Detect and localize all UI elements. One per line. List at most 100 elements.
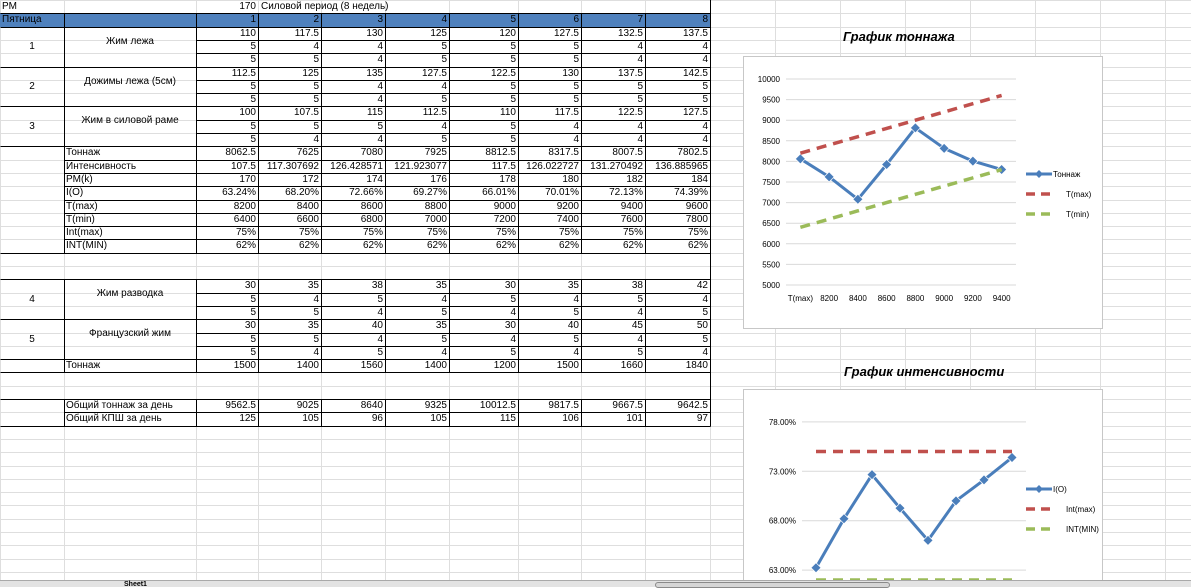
- value-cell: 4: [377, 93, 383, 105]
- value-cell: 5: [510, 80, 516, 92]
- value-cell: 5: [510, 120, 516, 132]
- data-point-marker: [922, 534, 934, 546]
- value-cell: 4: [377, 333, 383, 345]
- value-cell: 142.5: [682, 67, 708, 79]
- y-tick-label: 63.00%: [769, 566, 796, 575]
- legend-marker: [1035, 485, 1043, 493]
- value-cell: 5: [313, 333, 319, 345]
- value-cell: 5: [441, 333, 447, 345]
- stat-label: PM(k): [66, 173, 93, 185]
- accessory-tonnage-value: 1500: [233, 359, 256, 371]
- value-cell: 5: [250, 53, 256, 65]
- day-label: Пятница: [2, 13, 42, 25]
- value-cell: 4: [637, 306, 643, 318]
- value-cell: 4: [637, 333, 643, 345]
- value-cell: 40: [567, 319, 579, 331]
- value-cell: 5: [702, 80, 708, 92]
- value-cell: 5: [637, 93, 643, 105]
- stat-value: 9600: [685, 200, 708, 212]
- exercise-name: Жим разводка: [96, 288, 164, 299]
- value-cell: 4: [573, 346, 579, 358]
- value-cell: 5: [637, 293, 643, 305]
- stat-value: 9000: [493, 200, 516, 212]
- accessory-tonnage-value: 1400: [296, 359, 319, 371]
- period-title: Силовой период (8 недель): [261, 0, 389, 12]
- value-cell: 4: [637, 53, 643, 65]
- y-tick-label: 8000: [762, 157, 780, 166]
- value-cell: 5: [637, 80, 643, 92]
- total-value: 97: [696, 412, 708, 424]
- tonnage-chart[interactable]: 10000 9500 9000 8500 8000 7500 7000 6500 6000 550…: [743, 56, 1103, 329]
- value-cell: 4: [702, 120, 708, 132]
- stat-label: INT(MIN): [66, 239, 108, 251]
- stat-label: Тоннаж: [66, 146, 101, 158]
- value-cell: 112.5: [422, 106, 447, 118]
- stat-value: 178: [499, 173, 516, 185]
- value-cell: 132.5: [617, 27, 643, 39]
- stat-value: 62%: [362, 239, 383, 251]
- sheet-tab[interactable]: Sheet1: [124, 581, 147, 588]
- value-cell: 5: [510, 133, 516, 145]
- week-number: 3: [377, 13, 383, 25]
- value-cell: 4: [573, 133, 579, 145]
- value-cell: 100: [239, 106, 256, 118]
- total-value: 9817.5: [548, 399, 579, 411]
- horizontal-scrollbar[interactable]: [655, 582, 890, 588]
- x-tick-label: 9000: [935, 294, 953, 303]
- legend-label: INT(MIN): [1066, 525, 1099, 534]
- value-cell: 4: [377, 40, 383, 52]
- value-cell: 122.5: [617, 106, 643, 118]
- value-cell: 5: [313, 53, 319, 65]
- week-number: 5: [510, 13, 516, 25]
- stat-label: Int(max): [66, 226, 103, 238]
- y-tick-label: 9500: [762, 96, 780, 105]
- value-cell: 4: [702, 53, 708, 65]
- value-cell: 4: [637, 120, 643, 132]
- data-point-marker: [978, 474, 990, 486]
- series-line-2: [799, 93, 1003, 155]
- stat-value: 8200: [233, 200, 256, 212]
- y-tick-label: 7000: [762, 199, 780, 208]
- value-cell: 5: [702, 93, 708, 105]
- stat-value: 170: [239, 173, 256, 185]
- value-cell: 117.5: [554, 106, 579, 118]
- stat-value: 6800: [360, 213, 383, 225]
- stat-value: 75%: [687, 226, 708, 238]
- value-cell: 4: [377, 133, 383, 145]
- stat-label: Интенсивность: [66, 160, 137, 172]
- value-cell: 5: [250, 40, 256, 52]
- total-value: 9562.5: [225, 399, 256, 411]
- value-cell: 5: [313, 93, 319, 105]
- value-cell: 5: [702, 333, 708, 345]
- value-cell: 4: [637, 40, 643, 52]
- value-cell: 5: [441, 53, 447, 65]
- stat-value: 62%: [558, 239, 579, 251]
- value-cell: 5: [441, 306, 447, 318]
- total-value: 115: [500, 412, 516, 424]
- accessory-tonnage-label: Тоннаж: [66, 359, 101, 371]
- series-line-1: [799, 126, 1003, 201]
- value-cell: 4: [313, 133, 319, 145]
- stat-value: 8007.5: [612, 146, 643, 158]
- value-cell: 5: [250, 120, 256, 132]
- legend-label: T(max): [1066, 190, 1092, 199]
- x-tick-label: 8200: [820, 294, 838, 303]
- value-cell: 5: [377, 346, 383, 358]
- legend-label: T(min): [1066, 210, 1089, 219]
- tonnage-chart-svg: 10000 9500 9000 8500 8000 7500 7000 6500 6000 550…: [758, 75, 1092, 303]
- value-cell: 5: [573, 53, 579, 65]
- stat-value: 8317.5: [548, 146, 579, 158]
- value-cell: 30: [244, 279, 256, 291]
- value-cell: 4: [573, 120, 579, 132]
- value-cell: 117.5: [294, 27, 319, 39]
- value-cell: 4: [441, 346, 447, 358]
- value-cell: 4: [377, 306, 383, 318]
- data-point-marker: [852, 193, 864, 205]
- stat-value: 74.39%: [674, 186, 708, 198]
- stat-value: 75%: [362, 226, 383, 238]
- value-cell: 127.5: [553, 27, 579, 39]
- intensity-chart[interactable]: 78.00% 73.00% 68.00% 63.00% I(O) Int(max) INT(…: [743, 389, 1103, 585]
- y-tick-label: 68.00%: [769, 517, 796, 526]
- value-cell: 38: [371, 279, 383, 291]
- value-cell: 5: [250, 80, 256, 92]
